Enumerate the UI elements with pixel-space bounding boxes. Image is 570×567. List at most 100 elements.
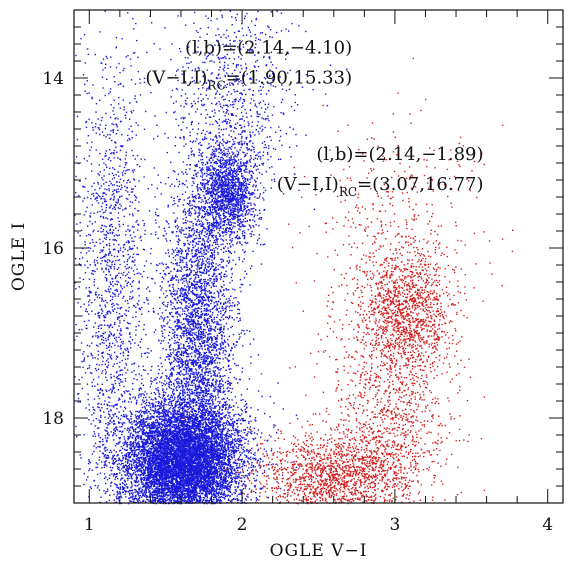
points-blue-point bbox=[149, 447, 151, 449]
points-blue-point bbox=[254, 437, 257, 439]
points-blue-point bbox=[200, 463, 202, 466]
points-blue-point bbox=[189, 501, 191, 503]
points-blue-point bbox=[153, 459, 155, 461]
points-blue-point bbox=[171, 426, 174, 429]
points-blue-point bbox=[158, 405, 160, 407]
points-blue-point bbox=[200, 437, 202, 439]
points-blue-point bbox=[214, 472, 217, 474]
points-blue-point bbox=[191, 446, 194, 448]
points-blue-point bbox=[216, 414, 218, 417]
points-blue-point bbox=[215, 438, 217, 440]
points-blue-point bbox=[125, 483, 128, 485]
points-blue-point bbox=[247, 473, 250, 475]
points-blue-point bbox=[187, 439, 189, 442]
points-blue-point bbox=[186, 403, 188, 405]
points-blue-point bbox=[234, 396, 237, 398]
points-blue-point bbox=[260, 432, 263, 434]
points-blue-point bbox=[209, 399, 211, 401]
points-blue-point bbox=[135, 417, 137, 419]
points-blue-point bbox=[199, 462, 202, 464]
points-blue-point bbox=[144, 462, 147, 464]
points-blue-point bbox=[246, 434, 248, 437]
points-blue-point bbox=[154, 435, 156, 437]
points-blue-point bbox=[147, 424, 149, 427]
points-blue-point bbox=[121, 468, 123, 470]
points-blue-point bbox=[194, 423, 196, 425]
points-blue-point bbox=[143, 459, 145, 462]
points-blue-point bbox=[166, 434, 168, 436]
points-blue-point bbox=[177, 395, 179, 397]
points-blue-point bbox=[140, 471, 143, 474]
points-blue-point bbox=[211, 443, 214, 445]
points-blue-point bbox=[170, 425, 173, 428]
points-blue-point bbox=[211, 479, 213, 481]
points-blue-point bbox=[180, 424, 182, 426]
points-blue-point bbox=[238, 493, 241, 495]
points-blue-point bbox=[136, 431, 139, 433]
points-blue-point bbox=[182, 449, 184, 451]
points-blue-point bbox=[125, 416, 127, 418]
points-blue-point bbox=[125, 449, 127, 451]
points-blue-point bbox=[149, 431, 151, 434]
points-blue-point bbox=[266, 440, 268, 442]
points-blue-point bbox=[235, 451, 237, 454]
points-blue-point bbox=[138, 499, 141, 502]
points-blue-point bbox=[245, 438, 247, 440]
points-blue-point bbox=[117, 459, 120, 462]
points-blue-point bbox=[227, 417, 229, 419]
points-blue-point bbox=[198, 500, 201, 502]
points-blue-point bbox=[163, 458, 166, 461]
points-blue-point bbox=[230, 468, 233, 470]
points-blue-point bbox=[211, 440, 213, 442]
points-blue-point bbox=[136, 466, 138, 468]
points-blue-point bbox=[174, 418, 177, 420]
points-blue-point bbox=[135, 461, 137, 463]
points-blue-point bbox=[159, 422, 161, 424]
points-blue-point bbox=[196, 480, 198, 482]
points-blue-point bbox=[227, 412, 230, 414]
points-blue-point bbox=[149, 477, 151, 480]
points-blue-point bbox=[112, 455, 114, 457]
points-blue-point bbox=[123, 422, 126, 424]
points-blue-point bbox=[218, 471, 220, 473]
points-blue-point bbox=[146, 486, 148, 488]
points-blue-point bbox=[187, 501, 189, 503]
points-blue-point bbox=[174, 421, 176, 423]
points-blue-point bbox=[144, 451, 146, 453]
points-blue-point bbox=[229, 468, 232, 471]
points-blue-point bbox=[211, 487, 213, 489]
points-blue-point bbox=[221, 463, 223, 466]
blue-series-points bbox=[74, 10, 348, 505]
points-blue-point bbox=[189, 403, 192, 406]
points-blue-point bbox=[139, 474, 142, 477]
points-blue-point bbox=[169, 427, 171, 429]
points-blue-point bbox=[183, 411, 185, 413]
points-blue-point bbox=[160, 465, 162, 467]
points-blue-point bbox=[227, 490, 229, 492]
points-blue-point bbox=[241, 468, 244, 470]
points-blue-point bbox=[120, 479, 122, 481]
points-blue-point bbox=[241, 485, 243, 487]
points-blue-point bbox=[140, 452, 143, 455]
points-blue-point bbox=[247, 451, 250, 454]
points-blue-point bbox=[123, 483, 126, 486]
points-blue-point bbox=[125, 364, 128, 366]
points-blue-point bbox=[152, 478, 154, 481]
points-blue-point bbox=[201, 477, 203, 480]
points-blue-point bbox=[137, 431, 140, 433]
points-blue-point bbox=[132, 492, 134, 494]
points-blue-point bbox=[238, 476, 240, 478]
points-blue-point bbox=[113, 454, 115, 456]
points-blue-point bbox=[128, 454, 130, 457]
points-blue-point bbox=[201, 484, 204, 486]
points-blue-point bbox=[227, 408, 229, 411]
points-blue-point bbox=[134, 437, 137, 439]
points-blue-point bbox=[146, 446, 148, 448]
points-blue-point bbox=[200, 398, 202, 401]
points-blue-point bbox=[215, 490, 217, 492]
points-blue-point bbox=[260, 488, 262, 490]
points-blue-point bbox=[194, 446, 197, 448]
points-blue-point bbox=[151, 431, 153, 433]
points-blue-point bbox=[135, 432, 137, 434]
points-blue-point bbox=[183, 400, 186, 402]
